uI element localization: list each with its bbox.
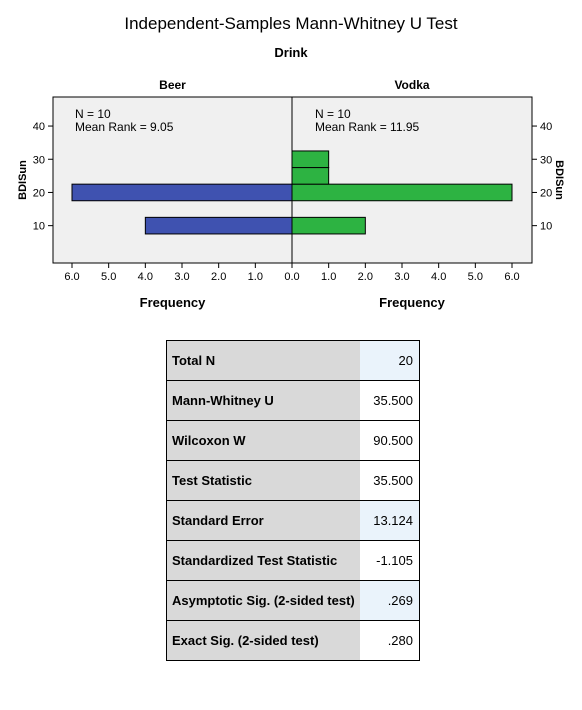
- row-value: .269: [360, 580, 420, 621]
- row-label: Asymptotic Sig. (2-sided test): [166, 580, 360, 621]
- y-tick-label: 30: [33, 154, 45, 166]
- row-value: 13.124: [360, 500, 420, 541]
- y-tick-label: 30: [540, 154, 552, 166]
- chart-subtitle: Drink: [274, 45, 308, 60]
- table-row: Wilcoxon W 90.500: [166, 420, 420, 461]
- table-row: Total N 20: [166, 340, 420, 381]
- y-tick-label: 40: [540, 121, 552, 133]
- table-row: Test Statistic 35.500: [166, 460, 420, 501]
- row-value: 90.500: [360, 420, 420, 461]
- chart-title: Independent-Samples Mann-Whitney U Test: [124, 14, 458, 33]
- histogram-bar: [291, 167, 330, 185]
- row-value: 35.500: [360, 380, 420, 421]
- x-tick-label: 6.0: [64, 271, 79, 283]
- x-tick-label: 5.0: [101, 271, 116, 283]
- histogram-bar: [291, 150, 330, 169]
- row-label: Mann-Whitney U: [166, 380, 360, 421]
- y-tick-label: 20: [540, 187, 552, 199]
- statistics-table: Total N 20 Mann-Whitney U 35.500 Wilcoxon …: [166, 340, 420, 661]
- y-tick-label: 10: [540, 221, 552, 233]
- x-tick-label: 1.0: [321, 271, 336, 283]
- x-tick-label: 6.0: [504, 271, 519, 283]
- y-tick-label: 20: [33, 187, 45, 199]
- group-label: Beer: [159, 78, 186, 92]
- row-label: Total N: [166, 340, 360, 381]
- row-label: Standard Error: [166, 500, 360, 541]
- n-annotation: N = 10: [75, 107, 111, 121]
- row-label: Test Statistic: [166, 460, 360, 501]
- row-label: Wilcoxon W: [166, 420, 360, 461]
- histogram-bar: [291, 216, 366, 235]
- y-tick-label: 10: [33, 221, 45, 233]
- x-tick-label: 1.0: [248, 271, 263, 283]
- table-row: Asymptotic Sig. (2-sided test) .269: [166, 580, 420, 621]
- x-tick-label: 4.0: [431, 271, 446, 283]
- row-value: 35.500: [360, 460, 420, 501]
- table-row: Exact Sig. (2-sided test) .280: [166, 620, 420, 661]
- x-tick-label: 2.0: [358, 271, 373, 283]
- histogram-bar: [144, 216, 293, 235]
- table-row: Mann-Whitney U 35.500: [166, 380, 420, 421]
- table-row: Standard Error 13.124: [166, 500, 420, 541]
- x-axis-label: Frequency: [140, 295, 207, 310]
- row-label: Exact Sig. (2-sided test): [166, 620, 360, 661]
- table-row: Standardized Test Statistic -1.105: [166, 540, 420, 581]
- row-value: -1.105: [360, 540, 420, 581]
- x-tick-label: 3.0: [174, 271, 189, 283]
- group-label: Vodka: [394, 78, 429, 92]
- x-tick-label: 0.0: [284, 271, 299, 283]
- row-value: .280: [360, 620, 420, 661]
- row-label: Standardized Test Statistic: [166, 540, 360, 581]
- x-tick-label: 4.0: [138, 271, 153, 283]
- y-axis-label: BDISun: [17, 160, 29, 200]
- y-axis-label: BDISun: [553, 160, 565, 200]
- mean-rank-annotation: Mean Rank = 11.95: [315, 120, 420, 134]
- x-tick-label: 2.0: [211, 271, 226, 283]
- row-value: 20: [360, 340, 420, 381]
- x-axis-label: Frequency: [379, 295, 446, 310]
- y-tick-label: 40: [33, 121, 45, 133]
- x-tick-label: 5.0: [468, 271, 483, 283]
- n-annotation: N = 10: [315, 107, 351, 121]
- histogram-bar: [291, 183, 513, 202]
- x-tick-label: 3.0: [394, 271, 409, 283]
- mean-rank-annotation: Mean Rank = 9.05: [75, 120, 174, 134]
- histogram-bar: [71, 183, 293, 202]
